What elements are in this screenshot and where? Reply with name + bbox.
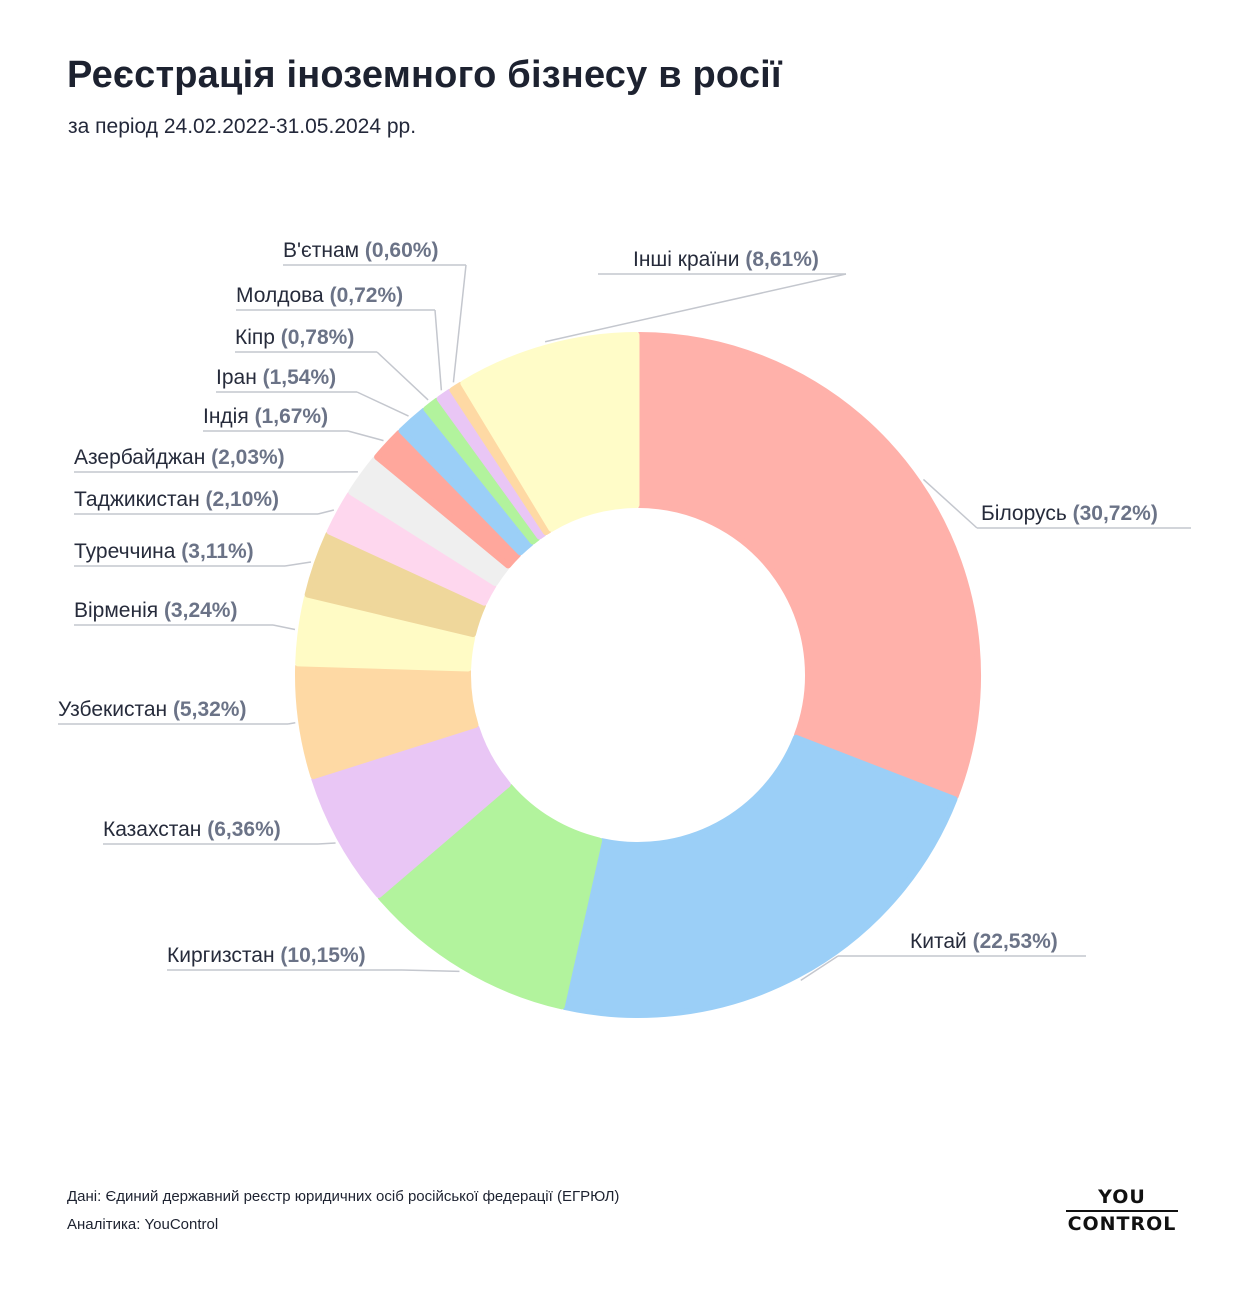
leader-line-tajikistan [317,509,335,515]
chart-title: Реєстрація іноземного бізнесу в росії [67,54,782,96]
slice-label-value-cyprus: (0,78%) [281,326,355,349]
slice-label-name-belarus: Білорусь [981,502,1073,525]
slice-label-belarus: Білорусь (30,72%) [981,502,1158,525]
youcontrol-logo: YOU CONTROL [1066,1188,1178,1234]
slice-label-name-cyprus: Кіпр [235,326,281,349]
slice-label-name-kyrgyzstan: Киргизстан [167,944,280,967]
slice-cyprus [423,397,541,545]
slice-uzbekistan [295,663,479,780]
leader-line-other [544,273,847,343]
slice-label-value-iran: (1,54%) [263,366,337,389]
leader-line-turkey [284,561,312,567]
slice-other [460,332,640,532]
slice-label-name-azerbaijan: Азербайджан [74,446,211,469]
leader-line-moldova [434,309,443,391]
slice-label-kyrgyzstan: Киргизстан (10,15%) [167,944,366,967]
slice-label-name-iran: Іран [216,366,263,389]
slice-label-cyprus: Кіпр (0,78%) [235,326,354,349]
slice-label-value-kazakhstan: (6,36%) [207,818,281,841]
slice-label-name-india: Індія [203,405,255,428]
leader-line-iran [356,391,409,417]
analytics-credit: Аналітика: YouControl [67,1216,219,1233]
logo-line-2: CONTROL [1067,1213,1177,1235]
slice-label-name-armenia: Вірменія [74,599,164,622]
slice-label-value-vietnam: (0,60%) [365,239,439,262]
slice-label-value-tajikistan: (2,10%) [206,488,280,511]
slice-label-other: Інші країни (8,61%) [633,248,819,271]
slice-label-name-other: Інші країни [633,248,745,271]
leader-line-armenia [272,624,296,631]
leader-line-vietnam [452,264,467,383]
slice-turkey [304,531,486,638]
data-source-note: Дані: Єдиний державний реєстр юридичних … [67,1188,620,1205]
leader-line-china [800,955,839,981]
slice-label-kazakhstan: Казахстан (6,36%) [103,818,281,841]
slice-label-tajikistan: Таджикистан (2,10%) [74,488,279,511]
slice-label-value-other: (8,61%) [745,248,819,271]
slice-label-turkey: Туреччина (3,11%) [74,540,254,563]
slice-label-value-belarus: (30,72%) [1073,502,1158,525]
leader-line-kazakhstan [317,842,336,845]
slice-label-value-azerbaijan: (2,03%) [211,446,285,469]
slice-belarus [636,332,981,800]
slice-label-value-kyrgyzstan: (10,15%) [280,944,365,967]
logo-divider [1066,1210,1178,1212]
slice-label-iran: Іран (1,54%) [216,366,336,389]
slice-label-armenia: Вірменія (3,24%) [74,599,237,622]
slice-label-value-armenia: (3,24%) [164,599,238,622]
slice-label-name-vietnam: В'єтнам [283,239,365,262]
slice-label-uzbekistan: Узбекистан (5,32%) [58,698,246,721]
slice-kyrgyzstan [377,783,603,1010]
slice-label-value-uzbekistan: (5,32%) [173,698,247,721]
slice-label-value-moldova: (0,72%) [330,284,404,307]
slice-label-value-china: (22,53%) [973,930,1058,953]
slice-label-india: Індія (1,67%) [203,405,328,428]
slice-label-azerbaijan: Азербайджан (2,03%) [74,446,285,469]
leader-line-cyprus [376,351,429,401]
slice-label-name-turkey: Туреччина [74,540,181,563]
slice-label-value-turkey: (3,11%) [181,540,253,563]
chart-subtitle: за період 24.02.2022-31.05.2024 рр. [68,115,417,138]
slice-label-name-china: Китай [910,930,973,953]
logo-line-1: YOU [1098,1186,1146,1208]
slice-label-name-moldova: Молдова [236,284,330,307]
slice-label-china: Китай (22,53%) [910,930,1058,953]
slice-azerbaijan [348,456,510,586]
leader-line-kyrgyzstan [401,969,460,973]
leader-line-belarus [922,478,978,529]
slice-label-value-india: (1,67%) [255,405,329,428]
slice-label-name-tajikistan: Таджикистан [74,488,206,511]
leader-line-uzbekistan [287,721,296,725]
slice-label-vietnam: В'єтнам (0,60%) [283,239,438,262]
slice-label-name-uzbekistan: Узбекистан [58,698,173,721]
slice-label-moldova: Молдова (0,72%) [236,284,403,307]
slice-label-name-kazakhstan: Казахстан [103,818,207,841]
slice-china [561,734,958,1019]
leader-line-india [347,430,384,442]
